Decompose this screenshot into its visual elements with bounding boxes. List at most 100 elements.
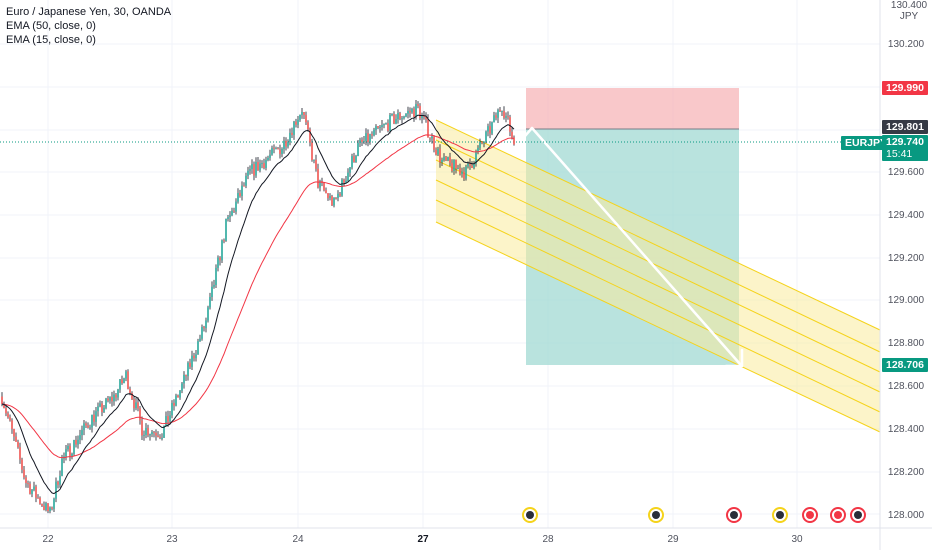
candle-body <box>269 154 271 158</box>
ema-15-label[interactable]: EMA (15, close, 0) <box>6 34 96 46</box>
candle-body <box>403 116 405 119</box>
candle-body <box>413 108 415 117</box>
candle-body <box>399 113 401 120</box>
candle-body <box>195 354 197 359</box>
y-axis-unit: 130.400 JPY <box>886 0 932 22</box>
y-tick: 130.200 <box>888 39 925 50</box>
candle-body <box>289 132 291 143</box>
candle-body <box>159 437 161 439</box>
candle-body <box>157 435 159 438</box>
candle-body <box>335 197 337 199</box>
candle-body <box>15 436 17 442</box>
candle-body <box>237 193 239 202</box>
candle-body <box>429 137 431 139</box>
candle-body <box>443 156 445 160</box>
candle-body <box>149 434 151 436</box>
candle-body <box>41 503 43 506</box>
candle-body <box>485 131 487 142</box>
candle-body <box>401 118 403 120</box>
candle-body <box>45 503 47 510</box>
candle-body <box>165 416 167 426</box>
candle-body <box>131 393 133 400</box>
candle-body <box>499 109 501 112</box>
candle-body <box>243 185 245 187</box>
candle-body <box>179 390 181 398</box>
candle-body <box>223 240 225 242</box>
candle-body <box>469 163 471 166</box>
candle-body <box>31 489 33 494</box>
candle-body <box>421 115 423 119</box>
candle-body <box>197 341 199 355</box>
stop-loss-zone[interactable] <box>526 88 739 129</box>
candle-body <box>117 389 119 398</box>
candle-body <box>181 383 183 391</box>
candle-body <box>281 148 283 155</box>
candle-body <box>95 411 97 422</box>
candle-body <box>371 134 373 136</box>
symbol-title: Euro / Japanese Yen, 30, OANDA <box>6 6 172 18</box>
event-flag-icon <box>730 511 738 519</box>
candle-body <box>317 168 319 188</box>
x-tick: 29 <box>667 534 679 545</box>
candle-body <box>385 123 387 125</box>
candle-body <box>267 157 269 161</box>
candle-body <box>347 172 349 181</box>
candle-body <box>129 388 131 394</box>
candle-body <box>113 394 115 402</box>
candle-body <box>341 179 343 196</box>
candle-body <box>361 139 363 142</box>
ema-50-label[interactable]: EMA (50, close, 0) <box>6 20 96 32</box>
candle-body <box>101 403 103 412</box>
candle-body <box>209 296 211 308</box>
candle-body <box>369 134 371 142</box>
candle-body <box>7 413 9 418</box>
candle-body <box>449 157 451 163</box>
candle-body <box>345 180 347 183</box>
candle-body <box>5 408 7 414</box>
candle-body <box>329 196 331 199</box>
candle-body <box>383 124 385 126</box>
candle-body <box>187 362 189 377</box>
y-tick: 128.800 <box>888 338 925 349</box>
candle-body <box>475 152 477 164</box>
candle-body <box>17 441 19 448</box>
candle-body <box>409 110 411 113</box>
candle-body <box>483 141 485 144</box>
candle-body <box>365 133 367 141</box>
candle-body <box>387 123 389 131</box>
candle-body <box>511 131 513 138</box>
candle-body <box>39 497 41 504</box>
candle-body <box>193 355 195 359</box>
parallel-channel[interactable] <box>435 119 881 433</box>
chart-legend[interactable]: Euro / Japanese Yen, 30, OANDA EMA (50, … <box>6 5 171 47</box>
candle-body <box>467 163 469 167</box>
event-flag-icon <box>834 511 842 519</box>
event-flag-icon <box>854 511 862 519</box>
candle-body <box>307 122 309 130</box>
candle-body <box>431 136 433 139</box>
ema-15-line <box>1 114 515 495</box>
candle-body <box>455 159 457 169</box>
candle-body <box>241 185 243 197</box>
projection-path[interactable] <box>516 126 744 368</box>
event-flag-icon <box>776 511 784 519</box>
candle-body <box>255 162 257 176</box>
candle-body <box>155 432 157 436</box>
candle-body <box>367 133 369 142</box>
candle-body <box>13 429 15 437</box>
candle-body <box>393 114 395 124</box>
candle-body <box>471 165 473 168</box>
candle-body <box>477 147 479 153</box>
candle-body <box>417 104 419 106</box>
candle-body <box>437 148 439 155</box>
candle-body <box>43 505 45 510</box>
y-tick: 128.400 <box>888 424 925 435</box>
candle-body <box>215 267 217 285</box>
candle-body <box>89 427 91 429</box>
candle-body <box>323 182 325 191</box>
candle-body <box>435 149 437 155</box>
candle-body <box>353 156 355 163</box>
candle-body <box>87 425 89 428</box>
candle-body <box>325 190 327 194</box>
